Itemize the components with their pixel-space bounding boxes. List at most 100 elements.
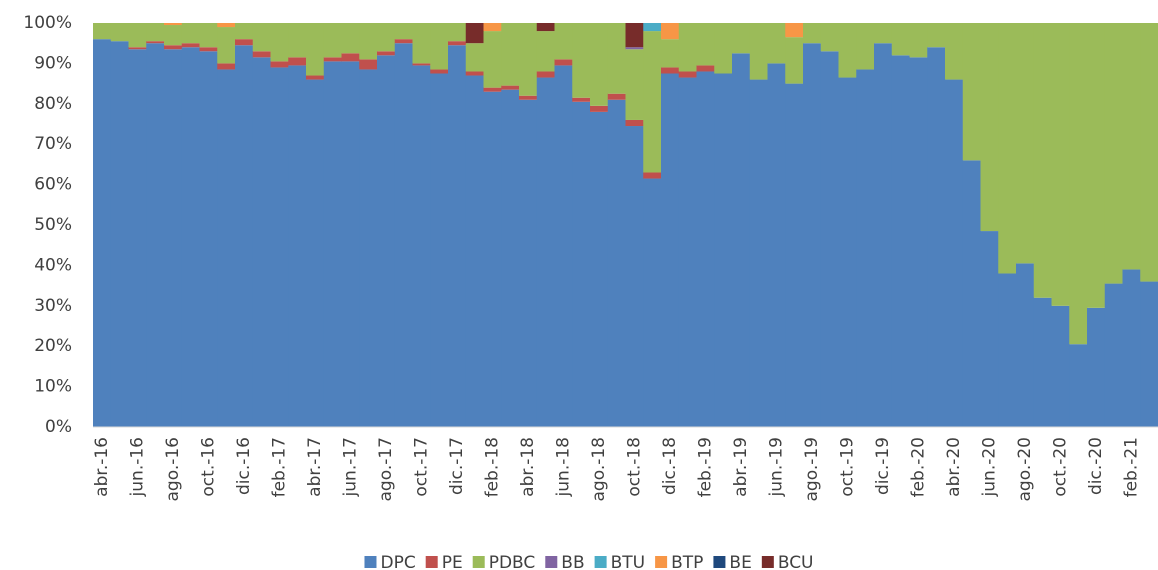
x-tick-label: feb.-20 bbox=[908, 437, 928, 497]
bar-segment bbox=[962, 160, 981, 428]
bar-segment bbox=[359, 59, 378, 70]
bar-segment bbox=[572, 97, 591, 102]
legend-swatch bbox=[472, 556, 485, 568]
bar-segment bbox=[306, 23, 325, 76]
bar-segment bbox=[1033, 297, 1052, 427]
x-tick-label: abr.-16 bbox=[92, 437, 112, 497]
bar-segment bbox=[785, 37, 804, 84]
bar-segment bbox=[252, 51, 271, 58]
bar-segment bbox=[856, 23, 875, 70]
bar-segment bbox=[128, 49, 147, 427]
bar-segment bbox=[785, 23, 804, 38]
x-tick-label: oct.-18 bbox=[624, 437, 644, 497]
bar-segment bbox=[270, 23, 289, 62]
bar-segment bbox=[696, 65, 715, 72]
x-tick-label: abr.-18 bbox=[518, 437, 538, 497]
x-tick-label: oct.-16 bbox=[198, 437, 218, 497]
bar-segment bbox=[359, 23, 378, 60]
bar-segment bbox=[199, 51, 218, 427]
bar-segment bbox=[235, 45, 254, 427]
x-tick-label: oct.-17 bbox=[411, 437, 431, 497]
x-tick-label: feb.-17 bbox=[269, 437, 289, 497]
bar-segment bbox=[820, 51, 839, 427]
bar-segment bbox=[181, 23, 200, 44]
x-tick-label: jun.-16 bbox=[127, 437, 147, 497]
bar-segment bbox=[607, 99, 626, 427]
bar-segment bbox=[590, 105, 609, 112]
bar-segment bbox=[945, 79, 964, 427]
bar-segment bbox=[146, 41, 165, 44]
bar-segment bbox=[1104, 283, 1123, 427]
x-tick-label: dic.-20 bbox=[1086, 437, 1106, 495]
bar-segment bbox=[856, 69, 875, 428]
bar-segment bbox=[465, 71, 484, 76]
bar-segment bbox=[874, 43, 893, 427]
bar-segment bbox=[377, 51, 396, 56]
bar-segment bbox=[199, 23, 218, 48]
bar-segment bbox=[217, 63, 236, 70]
bar-segment bbox=[501, 89, 520, 427]
x-tick-label: ago.-20 bbox=[1015, 437, 1035, 501]
bar-segment bbox=[625, 47, 644, 50]
bar-segment bbox=[465, 43, 484, 72]
bar-segment bbox=[714, 73, 733, 427]
bar-segment bbox=[820, 23, 839, 52]
bar-segment bbox=[625, 119, 644, 127]
bar-segment bbox=[288, 65, 307, 428]
bar-segment bbox=[625, 49, 644, 120]
bar-segment bbox=[767, 23, 786, 64]
bar-segment bbox=[767, 63, 786, 428]
y-tick-label: 10% bbox=[34, 377, 72, 397]
x-tick-label: jun.-20 bbox=[979, 437, 999, 497]
bar-segment bbox=[803, 43, 822, 427]
bar-segment bbox=[803, 23, 822, 44]
bar-segment bbox=[536, 71, 555, 78]
bar-segment bbox=[164, 25, 183, 46]
bar-segment bbox=[838, 77, 857, 427]
bar-segment bbox=[412, 63, 431, 66]
x-tick-label: jun.-18 bbox=[553, 437, 573, 497]
legend-swatch bbox=[713, 556, 726, 568]
bar-segment bbox=[394, 39, 413, 44]
bar-segment bbox=[980, 231, 999, 427]
legend-swatch bbox=[594, 556, 607, 568]
bar-segment bbox=[323, 57, 342, 62]
legend-label: PE bbox=[442, 553, 463, 570]
bar-segment bbox=[394, 43, 413, 427]
bar-segment bbox=[323, 61, 342, 427]
bar-segment bbox=[235, 39, 254, 46]
bar-segment bbox=[181, 47, 200, 428]
legend-label: DPC bbox=[380, 553, 415, 570]
bar-segment bbox=[217, 27, 236, 64]
y-tick-label: 90% bbox=[34, 53, 72, 73]
bar-segment bbox=[146, 43, 165, 427]
bar-segment bbox=[536, 23, 555, 32]
bar-segment bbox=[714, 23, 733, 74]
bar-segment bbox=[874, 23, 893, 44]
bar-segment bbox=[1033, 23, 1052, 298]
y-tick-label: 60% bbox=[34, 175, 72, 195]
bar-segment bbox=[678, 71, 697, 78]
x-tick-label: abr.-19 bbox=[731, 437, 751, 497]
bar-segment bbox=[1122, 269, 1141, 427]
bar-segment bbox=[483, 87, 502, 92]
x-tick-label: jun.-19 bbox=[766, 437, 786, 497]
legend-label: PDBC bbox=[489, 553, 536, 570]
bar-segment bbox=[1087, 307, 1106, 427]
bar-segment bbox=[1140, 281, 1158, 427]
bar-segment bbox=[448, 23, 467, 42]
x-tick-label: feb.-21 bbox=[1121, 437, 1141, 497]
y-tick-label: 70% bbox=[34, 134, 72, 154]
bar-segment bbox=[980, 23, 999, 232]
y-tick-label: 50% bbox=[34, 215, 72, 235]
x-tick-label: abr.-17 bbox=[305, 437, 325, 497]
legend-label: BTU bbox=[611, 553, 646, 570]
y-tick-label: 100% bbox=[23, 13, 72, 33]
y-tick-label: 40% bbox=[34, 255, 72, 275]
y-tick-label: 0% bbox=[45, 417, 72, 437]
bar-segment bbox=[377, 55, 396, 427]
bar-segment bbox=[377, 23, 396, 52]
bar-segment bbox=[607, 93, 626, 100]
x-tick-label: dic.-19 bbox=[873, 437, 893, 495]
bar-segment bbox=[678, 77, 697, 427]
